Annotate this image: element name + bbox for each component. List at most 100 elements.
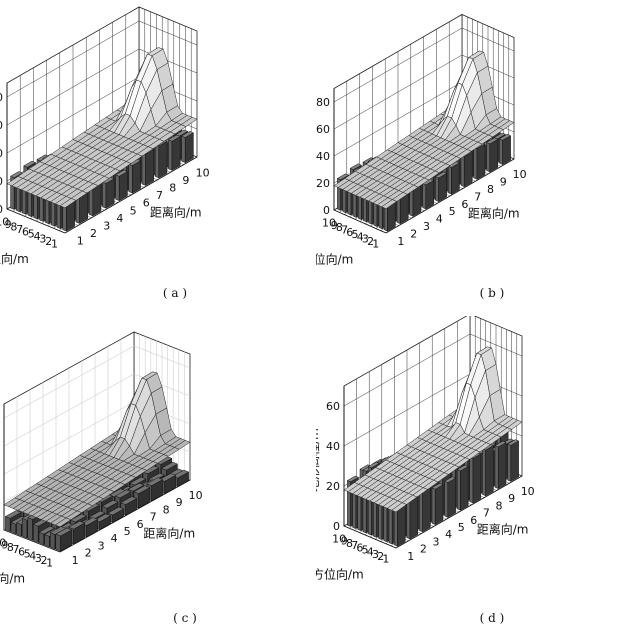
subplot-d: 1 2 3 4 5 6 7 8 9 10 1 2 3 4 5 6 7 8 9 10 0 20 40 60 地形高程/m 方位向/m… — [316, 316, 632, 632]
x-tick-label: 8 — [7, 541, 14, 554]
z-tick-label: 80 — [0, 91, 3, 104]
subplot-c: 1234567891012345678910020406080地形高程/m方位向… — [0, 316, 316, 632]
z-tick-label: 60 — [0, 119, 3, 132]
y-tick-label: 6 — [470, 514, 477, 527]
z-tick-label: 0 — [0, 203, 3, 216]
bar — [141, 147, 155, 186]
surface — [343, 346, 523, 513]
y-tick-label: 8 — [169, 182, 176, 195]
y-tick-label: 5 — [449, 205, 456, 218]
surface — [333, 50, 515, 209]
axes — [333, 88, 515, 234]
z-tick-label: 20 — [326, 480, 340, 493]
bar — [181, 131, 194, 164]
surface — [6, 46, 198, 209]
y-tick-label: 2 — [85, 547, 92, 560]
x-tick-label: 6 — [346, 226, 353, 239]
x-tick-label: 7 — [16, 223, 23, 236]
y-tick-label: 10 — [196, 166, 210, 179]
chart-svg: 1234567891012345678910020406080地形高程/m方位向… — [316, 13, 527, 266]
bar — [444, 476, 457, 518]
y-tick-label: 1 — [397, 235, 404, 248]
y-tick-label: 10 — [189, 489, 203, 502]
caption-b: ( b ) — [479, 286, 505, 300]
z-tick-label: 60 — [316, 123, 330, 136]
z-tick-label: 0 — [323, 204, 330, 217]
surface — [3, 371, 191, 528]
chart-svg: 12345678910123456789100204060地形高程/m方位向/m… — [316, 316, 535, 582]
x-tick-label: 5 — [362, 544, 369, 557]
x-tick-label: 7 — [341, 224, 348, 237]
y-tick-label: 3 — [423, 220, 430, 233]
y-tick-label: 9 — [176, 496, 183, 509]
y-axis-label: 距离向/m — [150, 205, 202, 220]
x-tick-label: 1 — [382, 552, 389, 565]
x-tick-label: 9 — [5, 218, 12, 231]
x-tick-label: 6 — [22, 225, 29, 238]
y-tick-label: 5 — [458, 521, 465, 534]
caption-c: ( c ) — [173, 611, 197, 625]
bar — [494, 440, 507, 490]
x-tick-label: 2 — [45, 235, 52, 248]
z-tick-label: 60 — [326, 400, 340, 413]
x-tick-label: 9 — [341, 535, 348, 548]
x-axis-label: 方位向/m — [316, 567, 364, 582]
y-tick-label: 8 — [487, 183, 494, 196]
y-tick-label: 4 — [116, 212, 123, 225]
bar — [431, 483, 444, 526]
x-tick-label: 8 — [346, 537, 353, 550]
surface-patch — [391, 502, 408, 513]
y-tick-label: 6 — [143, 197, 150, 210]
bar — [456, 464, 469, 511]
axes — [3, 404, 191, 553]
y-tick-label: 9 — [508, 492, 515, 505]
z-axis-label: 地形高程/m — [316, 428, 321, 492]
surface-patch — [381, 199, 398, 209]
x-tick-label: 3 — [35, 552, 42, 565]
y-tick-label: 1 — [72, 554, 79, 567]
y-tick-label: 2 — [420, 543, 427, 556]
bar — [101, 176, 115, 209]
x-tick-label: 3 — [39, 233, 46, 246]
z-tick-label: 20 — [0, 175, 3, 188]
z-tick-label: 40 — [0, 147, 3, 160]
bar — [486, 137, 499, 173]
y-tick-label: 2 — [90, 227, 97, 240]
x-axis-label: 方位向/m — [0, 251, 29, 266]
y-tick-label: 8 — [163, 503, 170, 516]
y-tick-label: 8 — [496, 499, 503, 512]
y-tick-label: 4 — [111, 532, 118, 545]
bar — [481, 443, 494, 497]
x-tick-label: 6 — [18, 545, 25, 558]
x-tick-label: 4 — [367, 546, 374, 559]
z-tick-label: 40 — [326, 440, 340, 453]
bar — [55, 527, 73, 552]
x-tick-label: 6 — [356, 541, 363, 554]
x-axis-label: 方位向/m — [316, 251, 353, 266]
bar — [507, 439, 520, 482]
y-tick-label: 5 — [124, 525, 131, 538]
x-tick-label: 2 — [377, 550, 384, 563]
x-tick-label: 2 — [41, 554, 48, 567]
y-tick-label: 5 — [130, 204, 137, 217]
x-tick-label: 10 — [332, 533, 346, 546]
surface-patch — [54, 517, 72, 528]
y-tick-label: 1 — [407, 550, 414, 563]
y-tick-label: 3 — [433, 535, 440, 548]
x-tick-label: 4 — [357, 230, 364, 243]
caption-a: ( a ) — [162, 286, 188, 300]
bar — [128, 159, 142, 194]
y-tick-label: 7 — [483, 507, 490, 520]
caption-d: ( d ) — [479, 611, 505, 625]
y-tick-label: 3 — [103, 220, 110, 233]
y-tick-label: 7 — [156, 189, 163, 202]
z-tick-label: 20 — [316, 177, 330, 190]
x-tick-label: 5 — [24, 548, 31, 561]
chart-svg: 1234567891012345678910020406080地形高程/m方位向… — [0, 331, 203, 586]
x-tick-label: 4 — [34, 230, 41, 243]
bar — [498, 133, 512, 166]
x-tick-label: 10 — [0, 216, 9, 229]
x-tick-label: 1 — [46, 556, 53, 569]
y-tick-label: 4 — [436, 213, 443, 226]
